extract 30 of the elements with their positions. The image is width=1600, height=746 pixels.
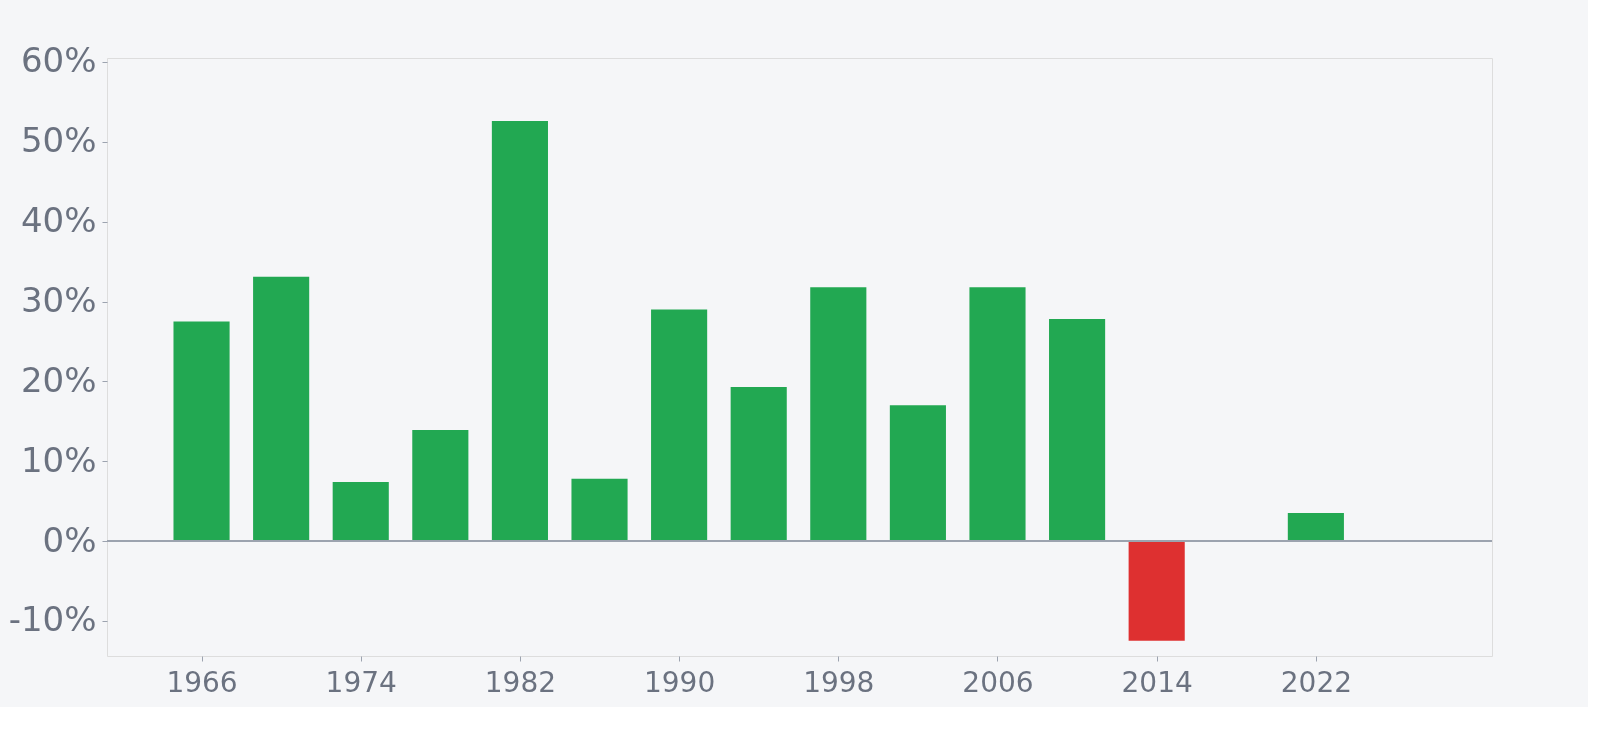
bar — [253, 276, 310, 542]
bar — [1287, 513, 1344, 542]
bar — [173, 321, 230, 542]
x-tick-label: 2006 — [962, 665, 1034, 699]
x-tick-label: 1990 — [643, 665, 716, 699]
y-tick-label: 60% — [20, 40, 97, 81]
y-tick-label: 50% — [20, 120, 97, 161]
x-tick-label: 2022 — [1280, 665, 1352, 699]
x-tick-label: 1998 — [803, 665, 875, 699]
y-tick-label: 30% — [20, 280, 97, 321]
x-tick-label: 2014 — [1121, 665, 1193, 699]
bar — [1049, 319, 1106, 542]
bar — [1128, 541, 1185, 641]
bar — [571, 478, 628, 542]
y-tick-label: 10% — [20, 439, 97, 480]
bar — [969, 287, 1026, 542]
y-tick-label: -10% — [8, 599, 97, 640]
bar — [730, 386, 787, 542]
y-tick-label: 0% — [42, 519, 97, 560]
bar — [412, 430, 469, 542]
x-tick-label: 1974 — [325, 665, 397, 699]
y-tick-label: 40% — [20, 200, 97, 241]
y-tick-label: 20% — [20, 359, 97, 400]
x-tick-label: 1966 — [166, 665, 238, 699]
bar — [491, 121, 548, 542]
bar — [889, 405, 946, 542]
bar — [332, 481, 389, 542]
x-tick-label: 1982 — [484, 665, 557, 699]
bar — [651, 309, 708, 542]
bar — [810, 287, 867, 542]
